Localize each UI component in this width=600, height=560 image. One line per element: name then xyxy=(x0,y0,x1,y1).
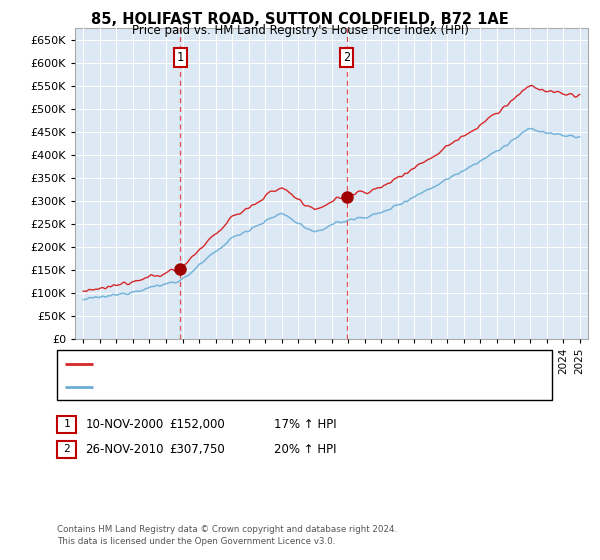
Text: 1: 1 xyxy=(63,419,70,430)
Text: £152,000: £152,000 xyxy=(169,418,225,431)
Text: £307,750: £307,750 xyxy=(169,442,225,456)
Text: Price paid vs. HM Land Registry's House Price Index (HPI): Price paid vs. HM Land Registry's House … xyxy=(131,24,469,36)
Text: 85, HOLIFAST ROAD, SUTTON COLDFIELD, B72 1AE: 85, HOLIFAST ROAD, SUTTON COLDFIELD, B72… xyxy=(91,12,509,27)
Bar xyxy=(181,28,347,339)
Text: 1: 1 xyxy=(177,52,184,64)
Text: 2: 2 xyxy=(343,52,350,64)
Text: 85, HOLIFAST ROAD, SUTTON COLDFIELD, B72 1AE (detached house): 85, HOLIFAST ROAD, SUTTON COLDFIELD, B72… xyxy=(97,358,457,368)
Text: 10-NOV-2000: 10-NOV-2000 xyxy=(85,418,163,431)
Text: 17% ↑ HPI: 17% ↑ HPI xyxy=(274,418,337,431)
Text: HPI: Average price, detached house, Birmingham: HPI: Average price, detached house, Birm… xyxy=(97,382,354,392)
Text: Contains HM Land Registry data © Crown copyright and database right 2024.
This d: Contains HM Land Registry data © Crown c… xyxy=(57,525,397,546)
Text: 26-NOV-2010: 26-NOV-2010 xyxy=(85,442,164,456)
Text: 2: 2 xyxy=(63,444,70,454)
Text: 20% ↑ HPI: 20% ↑ HPI xyxy=(274,442,337,456)
